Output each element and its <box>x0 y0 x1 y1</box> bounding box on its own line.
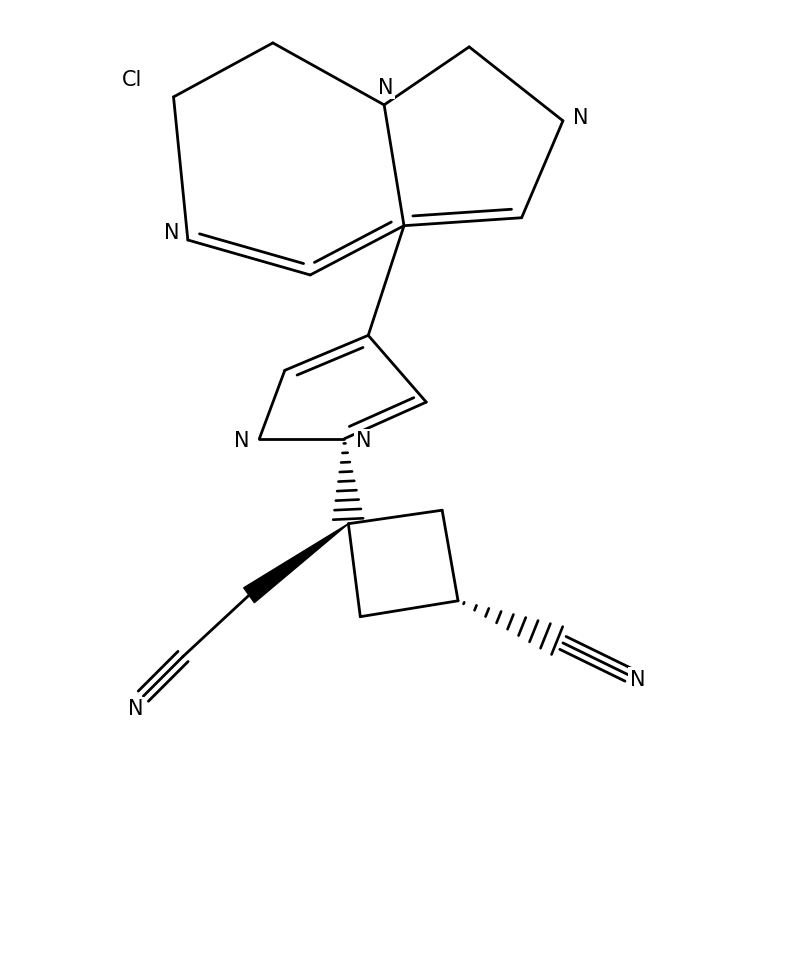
Polygon shape <box>244 524 348 603</box>
Text: N: N <box>234 431 250 451</box>
Text: N: N <box>356 431 371 451</box>
Text: N: N <box>573 108 588 128</box>
Text: N: N <box>378 79 393 98</box>
Text: N: N <box>128 699 143 718</box>
Text: N: N <box>630 669 646 689</box>
Text: Cl: Cl <box>122 70 142 90</box>
Text: N: N <box>164 223 179 243</box>
